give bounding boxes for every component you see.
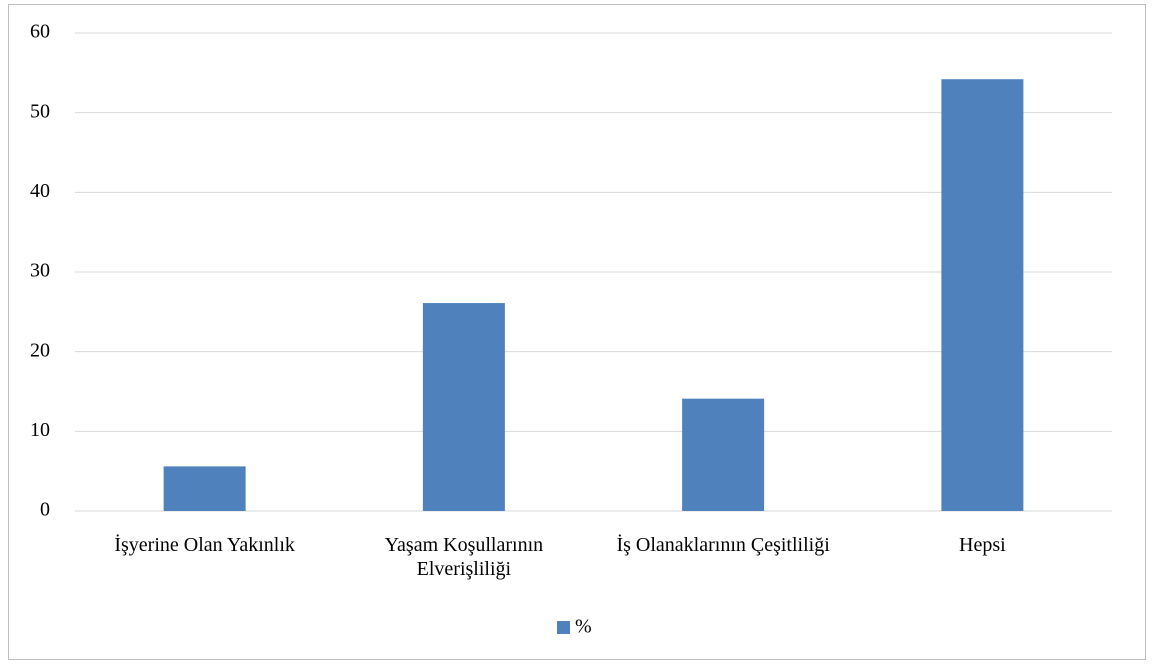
legend-label: % xyxy=(575,616,592,638)
x-tick-label: İş Olanaklarının Çeşitliliği xyxy=(616,534,830,556)
y-tick-label: 60 xyxy=(30,21,50,43)
x-tick-label: Hepsi xyxy=(959,534,1006,556)
bar xyxy=(163,466,246,511)
bar xyxy=(422,303,505,511)
x-tick-label: Yaşam Koşullarının Elverişliliği xyxy=(384,534,544,580)
y-tick-label: 40 xyxy=(30,180,50,202)
y-tick-label: 20 xyxy=(30,339,50,361)
chart-frame xyxy=(8,4,1146,660)
x-tick-label: İşyerine Olan Yakınlık xyxy=(114,534,295,556)
y-tick-label: 0 xyxy=(40,499,50,521)
y-tick-label: 30 xyxy=(30,260,50,282)
y-tick-label: 10 xyxy=(30,419,50,441)
y-tick-label: 50 xyxy=(30,100,50,122)
legend-swatch xyxy=(557,621,570,634)
bar xyxy=(941,79,1024,511)
bar xyxy=(682,398,765,511)
